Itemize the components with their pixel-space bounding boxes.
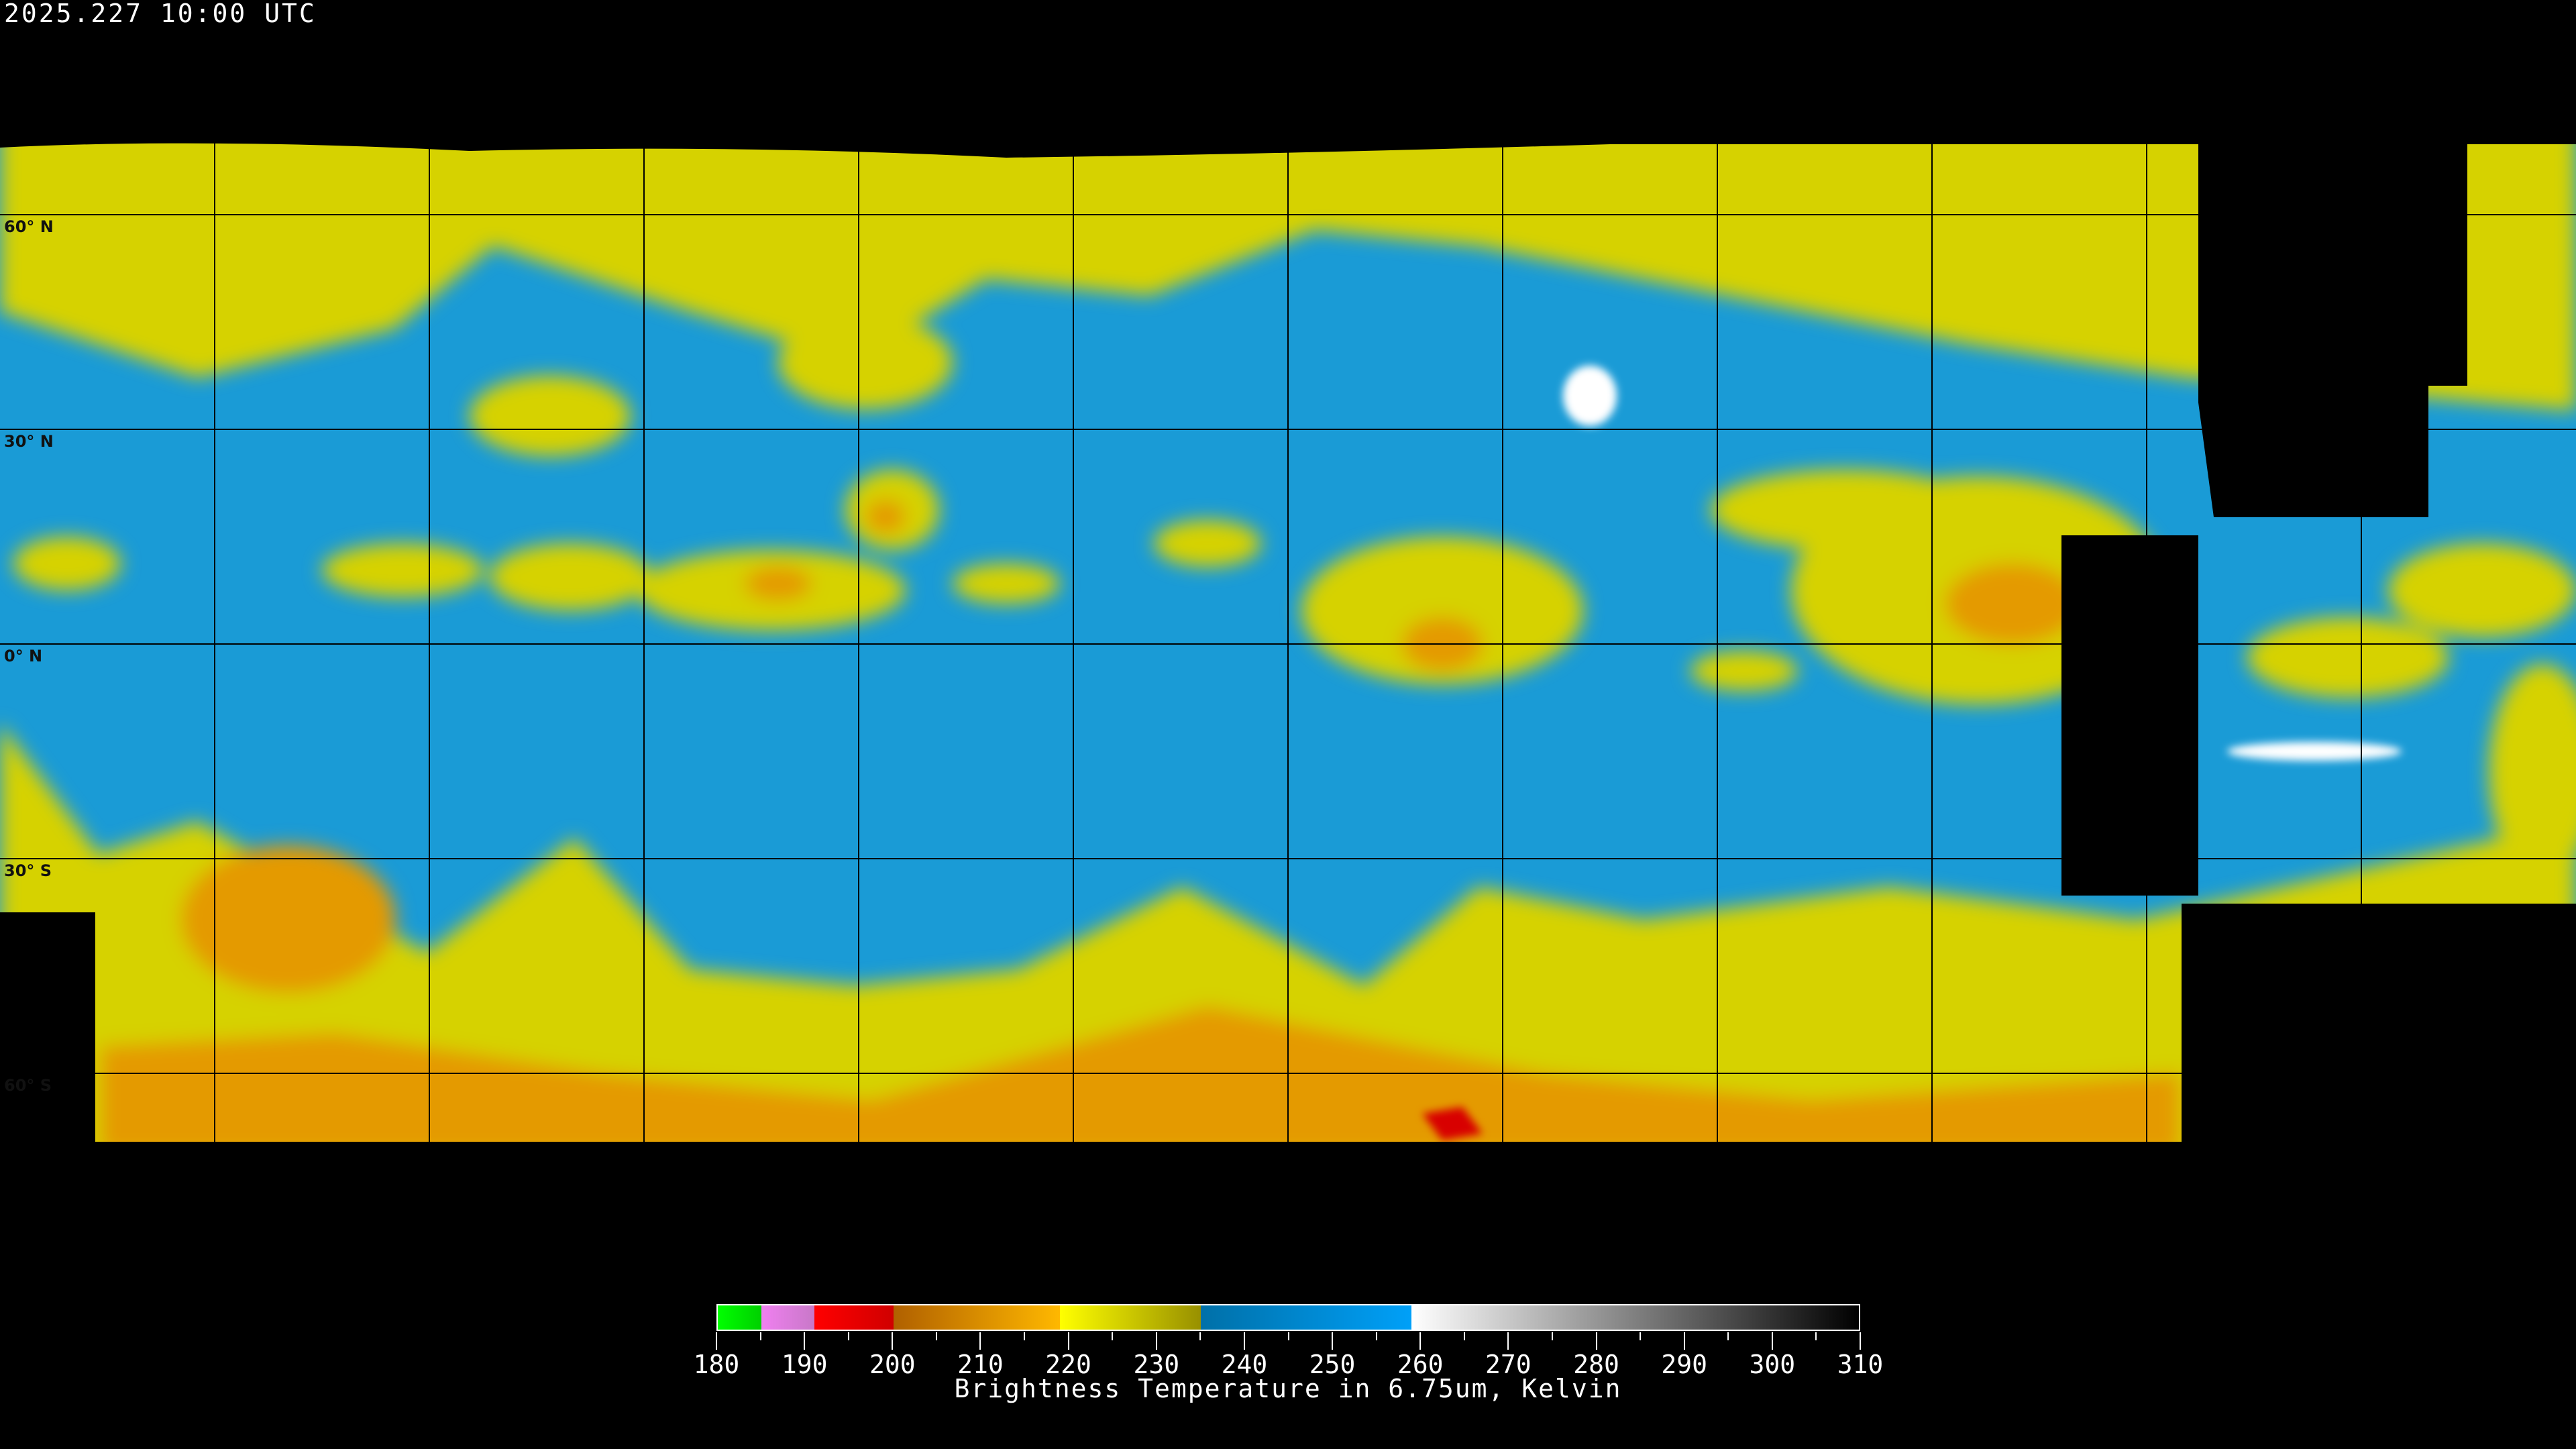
colorbar-tick	[1771, 1332, 1773, 1350]
colorbar-tick-label: 190	[781, 1350, 828, 1379]
colorbar-tick-label: 310	[1837, 1350, 1884, 1379]
colorbar-segment	[893, 1305, 1061, 1330]
colorbar-tick	[1243, 1332, 1245, 1350]
colorbar-tick	[1024, 1332, 1026, 1340]
colorbar-segment	[761, 1305, 814, 1330]
colorbar-tick	[1112, 1332, 1114, 1340]
lat-label-0n: 0° N	[4, 647, 43, 665]
colorbar-segment	[1411, 1305, 1859, 1330]
timestamp: 2025.227 10:00 UTC	[4, 0, 317, 28]
colorbar-ticks	[716, 1332, 1861, 1352]
colorbar-tick-label: 250	[1309, 1350, 1356, 1379]
colorbar-tick	[1860, 1332, 1861, 1350]
lat-label-60s: 60° S	[4, 1076, 52, 1095]
colorbar-tick	[1551, 1332, 1553, 1340]
colorbar-tick	[847, 1332, 849, 1340]
colorbar-tick	[892, 1332, 894, 1350]
tropical-convection	[13, 315, 2576, 879]
colorbar-tick	[716, 1332, 717, 1350]
lat-label-60n: 60° N	[4, 217, 54, 236]
colorbar-tick	[1463, 1332, 1465, 1340]
colorbar-tick	[1332, 1332, 1334, 1350]
warm-spot-asia	[1563, 366, 1617, 426]
colorbar-tick-label: 280	[1573, 1350, 1619, 1379]
colorbar-tick	[1199, 1332, 1201, 1340]
colorbar-segment	[718, 1305, 762, 1330]
colorbar-tick-label: 260	[1397, 1350, 1444, 1379]
colorbar-tick	[1507, 1332, 1509, 1350]
southern-orange-band	[101, 1006, 2180, 1154]
colorbar-tick-label: 210	[957, 1350, 1004, 1379]
colorbar-tick-label: 200	[869, 1350, 916, 1379]
water-vapor-map	[0, 0, 2576, 1288]
colorbar-tick	[1375, 1332, 1377, 1340]
lat-label-30n: 30° N	[4, 432, 54, 451]
colorbar-tick-label: 220	[1045, 1350, 1091, 1379]
colorbar-tick-label: 290	[1661, 1350, 1708, 1379]
colorbar-tick-label: 230	[1133, 1350, 1180, 1379]
antarctic-cold-spot	[1422, 1107, 1483, 1140]
colorbar-tick	[1287, 1332, 1289, 1340]
colorbar-tick-label: 240	[1221, 1350, 1268, 1379]
colorbar-tick	[979, 1332, 981, 1350]
colorbar-tick-label: 180	[693, 1350, 740, 1379]
colorbar-title: Brightness Temperature in 6.75um, Kelvin	[954, 1374, 1622, 1403]
lat-label-30s: 30° S	[4, 861, 52, 880]
colorbar-segment	[1200, 1305, 1411, 1330]
colorbar-segment	[1060, 1305, 1201, 1330]
colorbar-tick	[804, 1332, 806, 1350]
colorbar-tick	[759, 1332, 761, 1340]
colorbar	[716, 1304, 1860, 1331]
colorbar-tick	[1640, 1332, 1642, 1340]
colorbar-tick	[1067, 1332, 1069, 1350]
colorbar-tick-label: 270	[1485, 1350, 1532, 1379]
southern-cyclone	[181, 845, 396, 993]
colorbar-tick	[1595, 1332, 1597, 1350]
colorbar-tick	[1155, 1332, 1157, 1350]
warm-spot-australia	[2227, 742, 2402, 761]
colorbar-tick	[1683, 1332, 1685, 1350]
colorbar-tick	[1815, 1332, 1817, 1340]
colorbar-tick	[1727, 1332, 1729, 1340]
colorbar-tick	[1419, 1332, 1421, 1350]
colorbar-segment	[814, 1305, 894, 1330]
graticule	[0, 0, 2576, 1288]
colorbar-tick-label: 300	[1749, 1350, 1796, 1379]
colorbar-tick	[935, 1332, 937, 1340]
